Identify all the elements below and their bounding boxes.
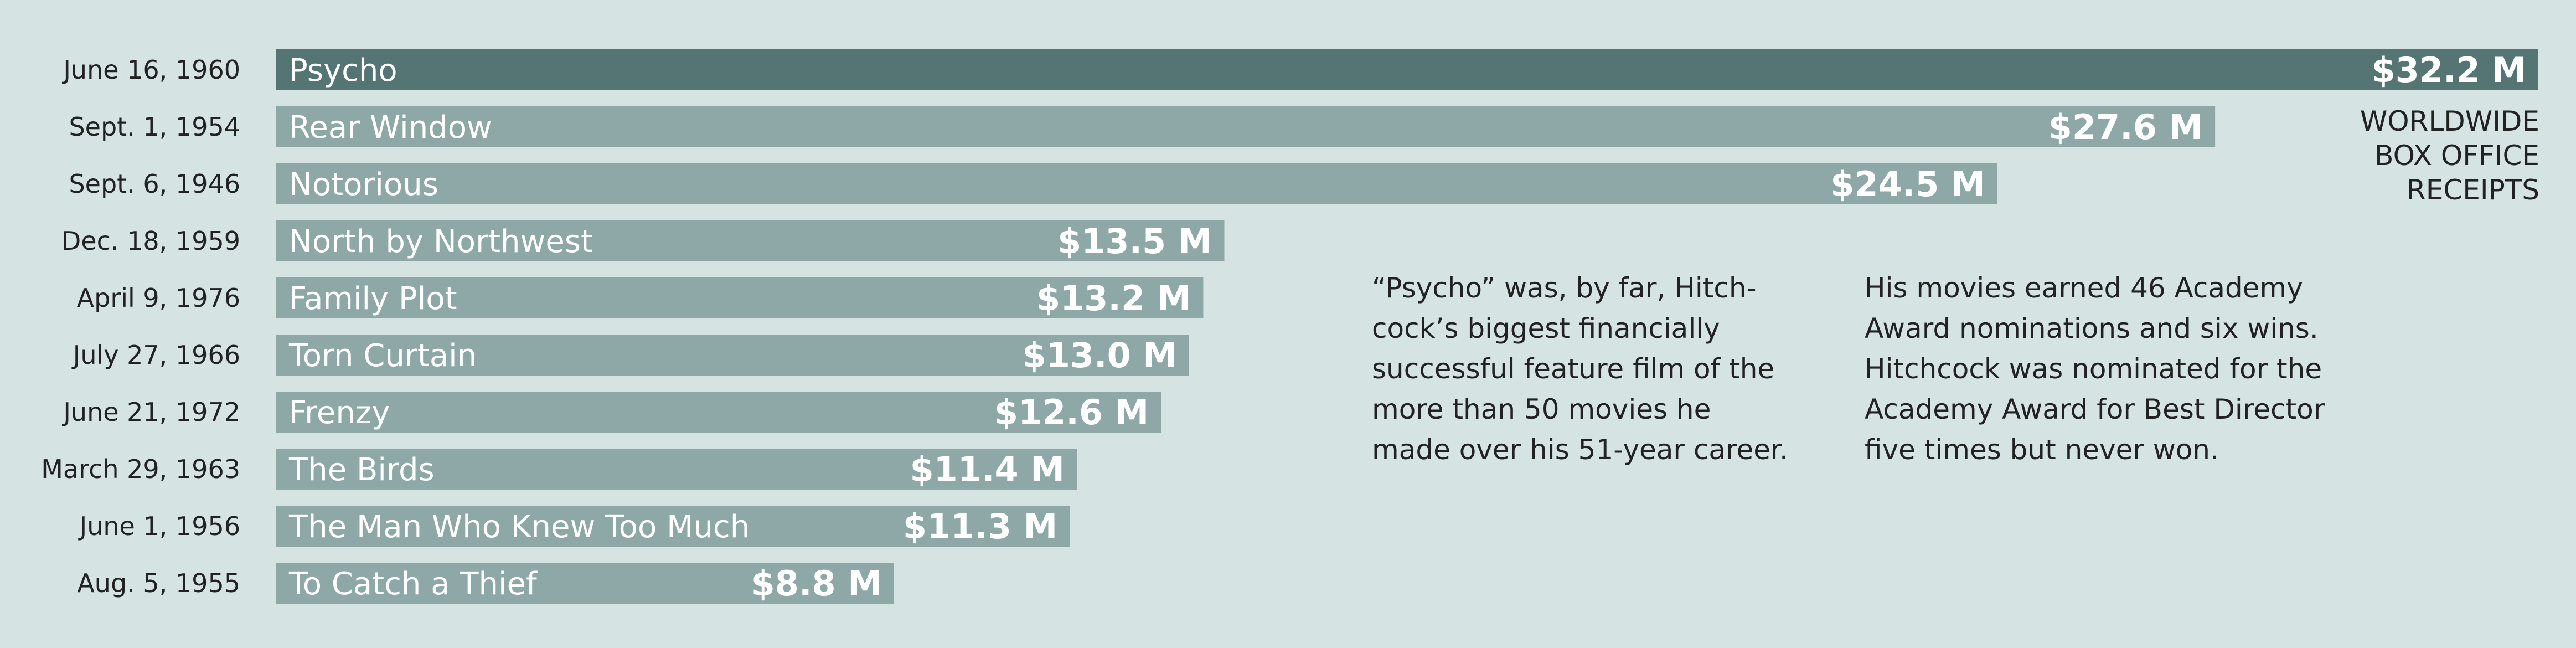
value-label: $11.3 M <box>903 506 1057 547</box>
release-date-label: Dec. 18, 1959 <box>61 226 240 256</box>
note1-line: cock’s biggest financially <box>1372 312 1720 344</box>
legend-line-3: RECEIPTS <box>2406 174 2539 206</box>
release-date-label: June 16, 1960 <box>61 55 240 85</box>
bar-rear-window <box>276 106 2216 147</box>
academy-awards-note: His movies earned 46 Academy Award nomin… <box>1865 268 2363 470</box>
film-title-label: Psycho <box>289 53 398 89</box>
release-date-label: March 29, 1963 <box>41 454 240 484</box>
value-label: $32.2 M <box>2372 50 2526 90</box>
film-title-label: Frenzy <box>289 395 390 431</box>
note2-line: Academy Award for Best Director <box>1865 393 2325 425</box>
value-label: $27.6 M <box>2048 107 2203 147</box>
note1-line: made over his 51-year career. <box>1372 434 1788 466</box>
release-date-label: July 27, 1966 <box>71 340 240 370</box>
note2-line: Award nominations and six wins. <box>1865 312 2319 344</box>
bar-to-catch-a-thief <box>276 563 894 604</box>
value-label: $24.5 M <box>1830 164 1985 204</box>
value-label: $8.8 M <box>751 563 882 604</box>
value-label: $12.6 M <box>994 392 1149 433</box>
film-title-label: Rear Window <box>289 110 492 146</box>
value-label: $13.2 M <box>1036 278 1191 318</box>
release-date-label: April 9, 1976 <box>77 283 240 313</box>
film-title-label: The Man Who Knew Too Much <box>288 509 750 545</box>
release-date-label: Sept. 1, 1954 <box>69 112 240 142</box>
release-date-label: June 21, 1972 <box>61 397 240 427</box>
bar-torn-curtain <box>276 335 1190 376</box>
value-label: $11.4 M <box>910 449 1065 490</box>
bar-frenzy <box>276 392 1161 433</box>
film-title-label: To Catch a Thief <box>288 566 538 602</box>
legend-line-1: WORLDWIDE <box>2360 105 2539 137</box>
film-title-label: Notorious <box>289 167 438 203</box>
bar-north-by-northwest <box>276 220 1225 261</box>
film-title-label: North by Northwest <box>289 224 593 260</box>
value-label: $13.5 M <box>1057 221 1212 261</box>
film-title-label: Family Plot <box>289 281 457 317</box>
film-title-label: The Birds <box>288 452 435 488</box>
release-date-label: Aug. 5, 1955 <box>77 568 240 598</box>
value-label: $13.0 M <box>1023 335 1177 376</box>
note1-line: more than 50 movies he <box>1372 393 1711 425</box>
chart-legend-note: WORLDWIDE BOX OFFICE RECEIPTS <box>2296 104 2539 207</box>
bars-group: June 16, 1960 Psycho $32.2 M Sept. 1, 1954 R… <box>41 49 2538 604</box>
bar-the-birds <box>276 449 1077 490</box>
bar-psycho <box>276 49 2538 90</box>
note2-line: His movies earned 46 Academy <box>1865 272 2303 304</box>
release-date-label: June 1, 1956 <box>78 511 240 541</box>
bar-notorious <box>276 163 1997 204</box>
legend-line-2: BOX OFFICE <box>2374 140 2539 172</box>
note2-line: five times but never won. <box>1865 434 2219 466</box>
bar-the-man-who-knew-too-much <box>276 506 1070 547</box>
bar-family-plot <box>276 277 1204 318</box>
note2-line: Hitchcock was nominated for the <box>1865 353 2322 385</box>
release-date-label: Sept. 6, 1946 <box>69 169 240 199</box>
note1-line: successful feature film of the <box>1372 353 1775 385</box>
psycho-note: “Psycho” was, by far, Hitch- cock’s bigg… <box>1372 268 1815 470</box>
note1-line: “Psycho” was, by far, Hitch- <box>1372 272 1757 304</box>
film-title-label: Torn Curtain <box>288 338 477 374</box>
